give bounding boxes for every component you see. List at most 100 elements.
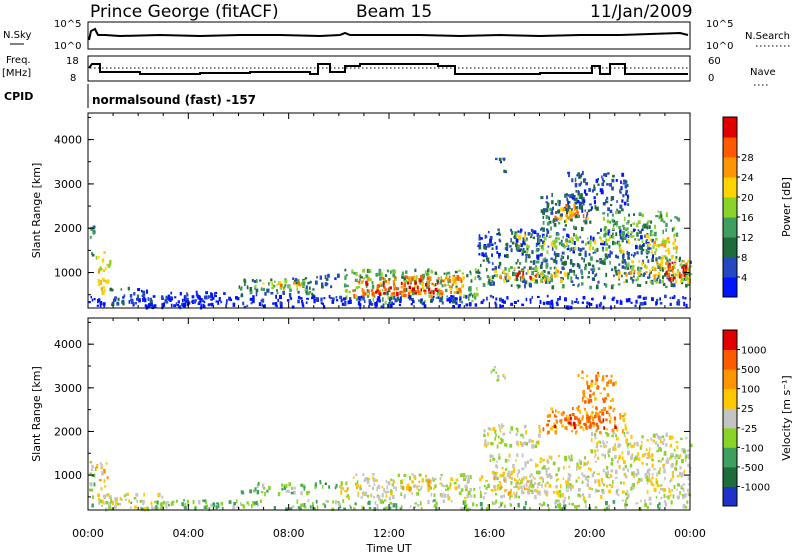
power-cell bbox=[659, 211, 662, 216]
velocity-cell bbox=[525, 476, 528, 480]
velocity-cell bbox=[439, 482, 443, 485]
power-cell bbox=[401, 271, 404, 276]
power-cell bbox=[186, 293, 189, 297]
velocity-cell bbox=[586, 419, 589, 422]
velocity-cell bbox=[664, 450, 667, 454]
power-cell bbox=[394, 298, 398, 303]
velocity-cell bbox=[290, 491, 294, 495]
velocity-cell bbox=[412, 485, 415, 488]
velocity-cell bbox=[585, 424, 587, 429]
power-cell bbox=[621, 237, 625, 241]
velocity-cell bbox=[587, 385, 590, 390]
velocity-cell bbox=[384, 490, 388, 494]
power-cell bbox=[655, 244, 659, 247]
power-cell bbox=[456, 291, 459, 294]
power-cell bbox=[542, 227, 545, 232]
velocity-cell bbox=[627, 493, 630, 498]
velocity-cell bbox=[466, 493, 470, 498]
velocity-cell bbox=[596, 456, 600, 460]
power-cell bbox=[427, 269, 429, 273]
velocity-cell bbox=[345, 489, 348, 493]
velocity-cell bbox=[555, 473, 558, 477]
velocity-cell bbox=[540, 504, 543, 507]
velocity-cell bbox=[623, 481, 625, 485]
power-cell bbox=[538, 235, 541, 239]
power-cell bbox=[383, 278, 386, 283]
power-cell bbox=[93, 225, 96, 229]
power-cell bbox=[405, 287, 408, 292]
power-cell bbox=[551, 305, 554, 309]
power-cell bbox=[579, 248, 582, 253]
power-colorbar-tick-label: 20 bbox=[741, 193, 754, 204]
power-cell bbox=[593, 187, 596, 191]
velocity-cell bbox=[370, 493, 373, 498]
velocity-cell bbox=[355, 484, 359, 488]
power-cell bbox=[522, 270, 524, 276]
velocity-cell bbox=[608, 483, 611, 486]
power-cell bbox=[210, 298, 213, 301]
power-cell bbox=[504, 170, 507, 174]
velocity-cell bbox=[570, 454, 573, 459]
power-cell bbox=[544, 257, 547, 261]
power-cell bbox=[540, 274, 544, 277]
power-cell bbox=[459, 277, 462, 281]
power-cell bbox=[372, 292, 375, 297]
power-cell bbox=[607, 232, 610, 236]
power-cell bbox=[345, 295, 348, 300]
velocity-cell bbox=[493, 366, 497, 369]
velocity-cell bbox=[593, 432, 597, 437]
power-cell bbox=[185, 297, 189, 302]
power-colorbar-segment bbox=[723, 197, 737, 218]
power-cell bbox=[555, 259, 558, 265]
velocity-cell bbox=[627, 468, 629, 472]
power-cell bbox=[364, 299, 366, 304]
velocity-cell bbox=[635, 456, 638, 461]
power-cell bbox=[414, 290, 417, 293]
power-cell bbox=[521, 269, 525, 272]
velocity-cell bbox=[375, 479, 378, 482]
power-cell bbox=[644, 265, 648, 270]
velocity-cell bbox=[602, 442, 606, 445]
power-cell bbox=[344, 301, 347, 305]
velocity-cell bbox=[493, 501, 496, 505]
power-cell bbox=[687, 259, 690, 263]
velocity-cell bbox=[602, 399, 606, 404]
power-cell bbox=[413, 276, 417, 280]
velocity-cell bbox=[416, 504, 420, 507]
power-cell bbox=[419, 299, 423, 304]
velocity-cell bbox=[123, 494, 126, 498]
power-cell bbox=[670, 281, 673, 284]
power-cell bbox=[424, 270, 427, 275]
power-cell bbox=[515, 238, 519, 243]
velocity-cell bbox=[644, 499, 646, 504]
power-cell bbox=[569, 236, 572, 241]
velocity-cell bbox=[485, 479, 488, 482]
velocity-cell bbox=[594, 435, 597, 440]
power-cell bbox=[358, 296, 361, 301]
power-cell bbox=[629, 234, 632, 237]
power-cell bbox=[617, 270, 621, 275]
velocity-cell bbox=[666, 457, 669, 462]
power-cell bbox=[585, 242, 587, 246]
velocity-cell bbox=[89, 461, 92, 464]
power-cell bbox=[264, 291, 267, 296]
velocity-cell bbox=[606, 381, 610, 384]
velocity-cell bbox=[557, 492, 560, 497]
power-cell bbox=[645, 248, 649, 253]
power-cell bbox=[535, 279, 538, 283]
velocity-cell bbox=[578, 409, 582, 414]
velocity-cell bbox=[395, 486, 398, 491]
velocity-cell bbox=[650, 437, 653, 441]
power-cell bbox=[615, 210, 618, 215]
power-cell bbox=[441, 295, 444, 300]
velocity-cell bbox=[607, 450, 609, 455]
power-cell bbox=[535, 250, 538, 253]
velocity-cell bbox=[577, 407, 580, 412]
power-cell bbox=[649, 247, 652, 250]
power-cell bbox=[306, 297, 310, 300]
power-cell bbox=[208, 295, 210, 299]
power-cell bbox=[529, 283, 532, 288]
power-cell bbox=[532, 229, 534, 234]
power-cell bbox=[103, 286, 105, 290]
power-cell bbox=[510, 248, 513, 253]
